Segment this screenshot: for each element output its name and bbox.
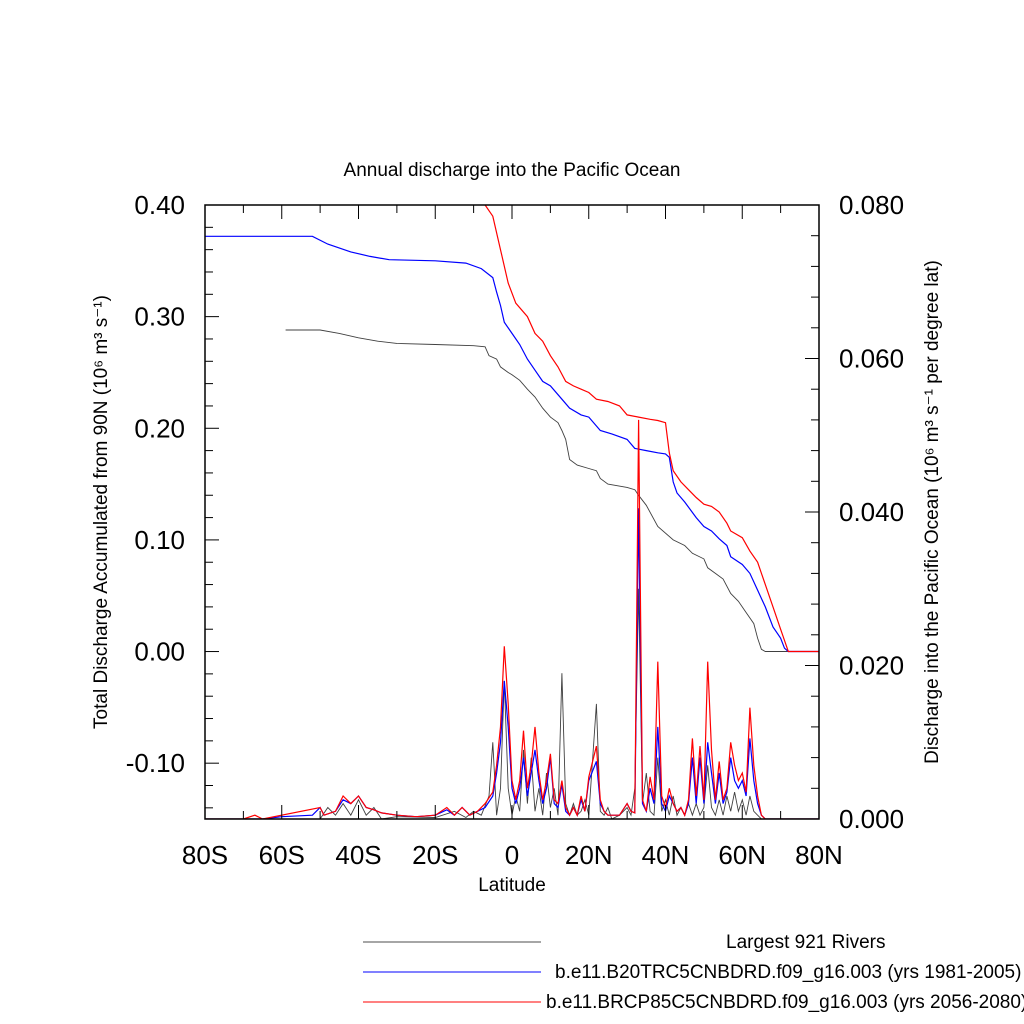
y-left-tick-label: 0.20 — [134, 413, 185, 443]
y-right-tick-label: 0.000 — [839, 804, 904, 834]
chart-title: Annual discharge into the Pacific Ocean — [344, 160, 681, 181]
y-left-tick-label: 0.30 — [134, 302, 185, 332]
x-tick-label: 60N — [718, 840, 766, 870]
series-layer — [205, 205, 819, 819]
tick-layer: 80S 60S 40S 20S 0 20N 40N 60N 80N 0.40 0.30 0.20 0.1… — [126, 190, 904, 870]
x-tick-label: 40S — [335, 840, 381, 870]
y-left-tick-label: 0.40 — [134, 190, 185, 220]
y-right-tick-label: 0.020 — [839, 651, 904, 681]
x-tick-label: 60S — [259, 840, 305, 870]
x-tick-label: 80N — [795, 840, 843, 870]
y-right-tick-label: 0.040 — [839, 497, 904, 527]
legend-label-0: Largest 921 Rivers — [726, 932, 885, 953]
x-tick-label: 0 — [505, 840, 519, 870]
y-left-tick-label: 0.00 — [134, 637, 185, 667]
series-line-left-2 — [484, 205, 819, 653]
y-axis-label-left: Total Discharge Accumulated from 90N (10… — [91, 295, 112, 729]
series-line-right-5 — [205, 419, 819, 819]
legend-label-2: b.e11.BRCP85C5CNBDRD.f09_g16.003 (yrs 20… — [546, 992, 1024, 1013]
series-line-left-0 — [285, 329, 819, 652]
legend: Largest 921 Rivers b.e11.B20TRC5CNBDRD.f0… — [363, 932, 1024, 1013]
x-tick-label: 20S — [412, 840, 458, 870]
series-line-left-1 — [205, 235, 819, 653]
y-left-tick-label: -0.10 — [126, 748, 185, 778]
x-tick-label: 20N — [565, 840, 613, 870]
y-right-tick-label: 0.080 — [839, 190, 904, 220]
x-tick-label: 80S — [182, 840, 228, 870]
x-axis-label: Latitude — [478, 875, 546, 896]
x-tick-label: 40N — [642, 840, 690, 870]
legend-label-1: b.e11.B20TRC5CNBDRD.f09_g16.003 (yrs 198… — [555, 962, 1021, 983]
y-axis-label-right: Discharge into the Pacific Ocean (10⁶ m³… — [922, 260, 943, 764]
plot-frame — [204, 204, 820, 820]
y-right-tick-label: 0.060 — [839, 344, 904, 374]
y-left-tick-label: 0.10 — [134, 525, 185, 555]
